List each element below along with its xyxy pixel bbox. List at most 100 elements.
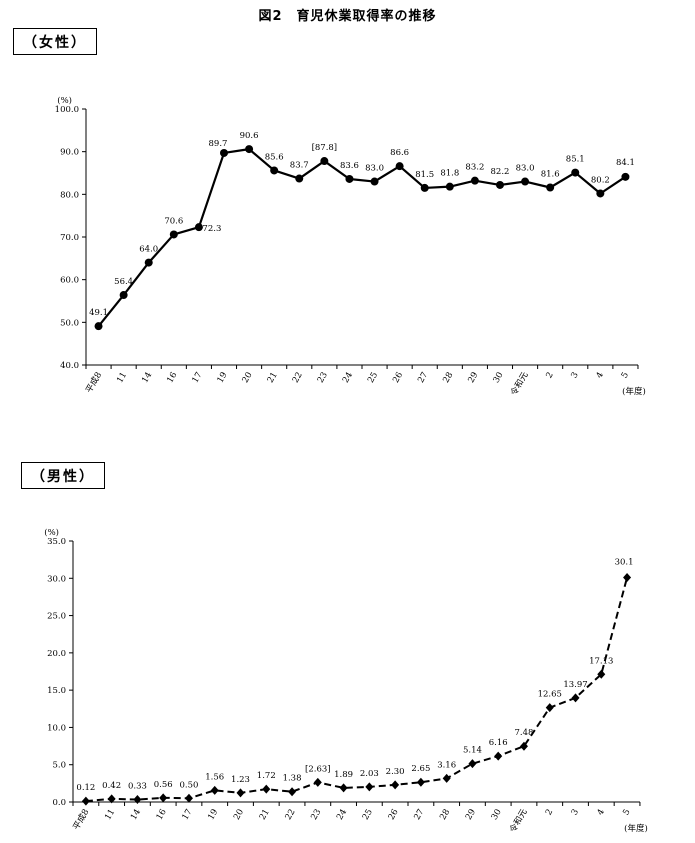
female-data-label: 83.2 bbox=[465, 163, 484, 173]
male-y-tick-label: 15.0 bbox=[47, 686, 66, 696]
male-section-label: （男性） bbox=[21, 462, 105, 489]
female-x-tick-label: 27 bbox=[416, 371, 430, 385]
female-data-point bbox=[370, 177, 379, 186]
male-y-unit-label: (%) bbox=[44, 527, 59, 538]
male-x-tick-label: 26 bbox=[387, 808, 401, 822]
female-x-tick-label: 17 bbox=[190, 371, 204, 385]
male-x-tick-label: 2 bbox=[544, 808, 555, 818]
female-x-tick-label: 14 bbox=[140, 371, 154, 385]
male-data-point bbox=[442, 773, 451, 783]
male-data-label: 0.42 bbox=[102, 781, 121, 791]
female-data-point bbox=[420, 183, 429, 192]
male-data-label: 1.56 bbox=[205, 772, 224, 782]
female-data-label: 81.8 bbox=[440, 169, 459, 179]
female-data-label: 64.0 bbox=[139, 245, 158, 255]
female-x-tick-label: 21 bbox=[266, 371, 280, 385]
male-data-point bbox=[597, 669, 606, 679]
male-x-tick-label: 30 bbox=[490, 808, 504, 822]
male-y-tick-label: 30.0 bbox=[47, 574, 66, 584]
female-data-label: 81.6 bbox=[541, 170, 560, 180]
male-x-tick-label: 17 bbox=[180, 808, 194, 822]
male-data-point bbox=[339, 783, 348, 793]
male-x-tick-label: 20 bbox=[232, 808, 246, 822]
female-data-point bbox=[495, 180, 504, 189]
female-x-tick-label: 11 bbox=[115, 371, 129, 385]
female-data-label: 83.6 bbox=[340, 161, 359, 171]
male-data-label: 0.56 bbox=[154, 780, 173, 790]
female-data-label: 90.6 bbox=[240, 131, 259, 141]
male-data-label: 3.16 bbox=[437, 760, 456, 770]
female-x-tick-label: 29 bbox=[466, 371, 480, 385]
male-x-tick-label: 16 bbox=[155, 808, 169, 822]
male-x-tick-label: 11 bbox=[103, 808, 117, 822]
female-data-point bbox=[395, 162, 404, 171]
female-data-point bbox=[521, 177, 530, 186]
female-data-point bbox=[194, 223, 203, 232]
female-data-label: 72.3 bbox=[202, 224, 221, 234]
female-y-unit-label: (%) bbox=[57, 95, 72, 106]
female-data-point bbox=[245, 145, 254, 154]
male-x-tick-label: 3 bbox=[570, 808, 581, 818]
female-y-tick-label: 50.0 bbox=[60, 318, 79, 328]
female-y-tick-label: 70.0 bbox=[60, 233, 79, 243]
male-x-tick-label: 4 bbox=[596, 808, 607, 818]
male-y-tick-label: 35.0 bbox=[47, 537, 66, 547]
male-x-tick-label: 25 bbox=[361, 808, 375, 822]
female-section-label: （女性） bbox=[13, 28, 97, 55]
male-y-tick-label: 10.0 bbox=[47, 723, 66, 733]
male-x-tick-label: 24 bbox=[335, 808, 349, 822]
male-x-tick-label: 5 bbox=[621, 808, 632, 818]
male-y-tick-label: 25.0 bbox=[47, 612, 66, 622]
female-x-tick-label: 25 bbox=[366, 371, 380, 385]
male-series-line bbox=[85, 577, 629, 803]
male-data-point bbox=[545, 703, 554, 713]
male-data-point bbox=[236, 788, 245, 798]
male-data-point bbox=[159, 793, 168, 803]
male-data-label: 17.13 bbox=[589, 656, 613, 666]
female-data-point bbox=[320, 157, 329, 166]
female-y-tick-label: 100.0 bbox=[55, 105, 79, 115]
figure-title: 図2 育児休業取得率の推移 bbox=[258, 9, 437, 24]
male-data-point bbox=[133, 795, 142, 805]
male-data-point bbox=[262, 784, 271, 794]
female-x-tick-label: 19 bbox=[216, 371, 230, 385]
female-y-tick-label: 80.0 bbox=[60, 190, 79, 200]
female-data-point bbox=[345, 174, 354, 183]
male-data-point bbox=[210, 785, 219, 795]
male-data-label: 0.12 bbox=[76, 783, 95, 793]
female-x-tick-label: 28 bbox=[441, 371, 455, 385]
male-x-tick-label: 14 bbox=[129, 808, 143, 822]
male-data-point bbox=[184, 793, 193, 803]
female-data-point bbox=[445, 182, 454, 191]
female-data-point bbox=[571, 168, 580, 177]
male-x-tick-label: 21 bbox=[258, 808, 272, 822]
male-data-point bbox=[391, 780, 400, 790]
male-data-point bbox=[623, 573, 632, 583]
female-data-point bbox=[546, 183, 555, 192]
female-data-label: 86.6 bbox=[390, 148, 409, 158]
male-data-point bbox=[468, 759, 477, 769]
female-data-label: 83.0 bbox=[516, 164, 535, 174]
male-x-unit-label: (年度) bbox=[624, 823, 648, 834]
female-x-tick-label: 5 bbox=[620, 371, 631, 381]
female-data-label: [87.8] bbox=[312, 143, 338, 153]
female-data-label: 81.5 bbox=[415, 170, 434, 180]
female-data-point bbox=[144, 258, 153, 267]
male-data-label: 1.89 bbox=[334, 770, 353, 780]
female-data-label: 84.1 bbox=[616, 158, 635, 168]
male-data-label: 5.14 bbox=[463, 746, 482, 756]
female-data-label: 80.2 bbox=[591, 175, 610, 185]
female-x-tick-label: 22 bbox=[291, 371, 305, 385]
male-data-point bbox=[107, 794, 116, 804]
male-data-label: 2.65 bbox=[411, 764, 430, 774]
male-data-point bbox=[81, 796, 90, 806]
female-data-point bbox=[119, 291, 128, 300]
female-y-tick-label: 90.0 bbox=[60, 148, 79, 158]
female-data-label: 70.6 bbox=[164, 216, 183, 226]
female-x-tick-label: 4 bbox=[595, 371, 606, 381]
male-data-label: 2.30 bbox=[386, 767, 405, 777]
male-x-tick-label: 22 bbox=[284, 808, 298, 822]
male-data-point bbox=[313, 777, 322, 787]
female-data-label: 82.2 bbox=[491, 167, 510, 177]
